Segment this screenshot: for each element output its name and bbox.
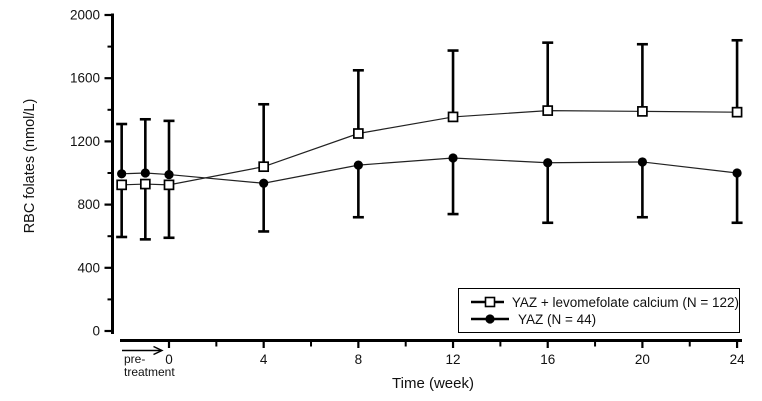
- markers-yaz: [117, 153, 742, 188]
- y-tick-label: 400: [77, 260, 100, 275]
- open-square-marker: [542, 105, 554, 116]
- y-tick-label: 1200: [70, 134, 100, 149]
- filled-circle-marker: [732, 168, 742, 178]
- y-axis-title: RBC folates (nmol/L): [22, 98, 38, 234]
- error-bars-yaz-levomefolate: [116, 38, 743, 241]
- markers-yaz-levomefolate: [116, 105, 743, 191]
- legend-row-yaz-levomefolate: YAZ + levomefolate calcium (N = 122): [470, 294, 739, 311]
- y-tick-label: 800: [77, 197, 100, 212]
- x-tick-label: 12: [446, 352, 461, 367]
- pretreatment-arrow-icon: [122, 345, 164, 356]
- pretreatment-label: pre- treatment: [124, 353, 175, 379]
- legend-open-square-marker-icon: [471, 296, 504, 308]
- x-axis-title: Time (week): [392, 375, 474, 392]
- series-line-yaz-levomefolate: [121, 109, 738, 186]
- filled-circle-marker: [543, 158, 553, 168]
- pretreatment-label-line1: pre-: [124, 352, 146, 366]
- open-square-marker: [258, 161, 270, 173]
- x-tick-label: 8: [355, 352, 363, 367]
- x-axis-ticks: [167, 340, 739, 348]
- y-tick-label: 0: [92, 324, 100, 339]
- filled-circle-marker: [140, 168, 150, 178]
- legend-filled-circle-marker-icon: [471, 314, 509, 324]
- legend: YAZ + levomefolate calcium (N = 122) YAZ…: [458, 288, 740, 333]
- x-tick-label: 4: [260, 352, 268, 367]
- filled-circle-marker: [353, 160, 363, 170]
- legend-label-yaz-levomefolate: YAZ + levomefolate calcium (N = 122): [511, 294, 739, 310]
- filled-circle-marker: [164, 169, 174, 180]
- x-tick-label: 24: [730, 352, 746, 367]
- filled-circle-marker: [259, 178, 269, 188]
- open-square-marker: [163, 179, 175, 191]
- open-square-marker: [447, 111, 459, 123]
- y-tick-label: 2000: [70, 8, 100, 23]
- x-axis-tick-labels: 0 4 8 12 16 20 24: [165, 352, 745, 367]
- y-axis-tick-labels: 0 400 800 1200 1600 2000: [70, 8, 100, 339]
- x-tick-label: 20: [635, 352, 650, 367]
- error-bars-yaz: [116, 117, 743, 233]
- filled-circle-marker: [448, 153, 458, 163]
- open-square-marker: [139, 178, 151, 190]
- y-axis-ticks: [104, 13, 113, 333]
- filled-circle-marker: [637, 157, 648, 167]
- legend-label-yaz: YAZ (N = 44): [518, 311, 597, 327]
- open-square-marker: [116, 179, 128, 191]
- open-square-marker: [731, 106, 743, 118]
- pretreatment-label-line2: treatment: [124, 365, 175, 379]
- open-square-marker: [353, 128, 364, 139]
- legend-row-yaz: YAZ (N = 44): [470, 311, 739, 328]
- filled-circle-marker: [117, 169, 127, 179]
- open-square-marker: [637, 106, 648, 117]
- y-tick-label: 1600: [70, 71, 100, 86]
- x-tick-label: 16: [540, 352, 555, 367]
- x-tick-label: 0: [165, 352, 173, 367]
